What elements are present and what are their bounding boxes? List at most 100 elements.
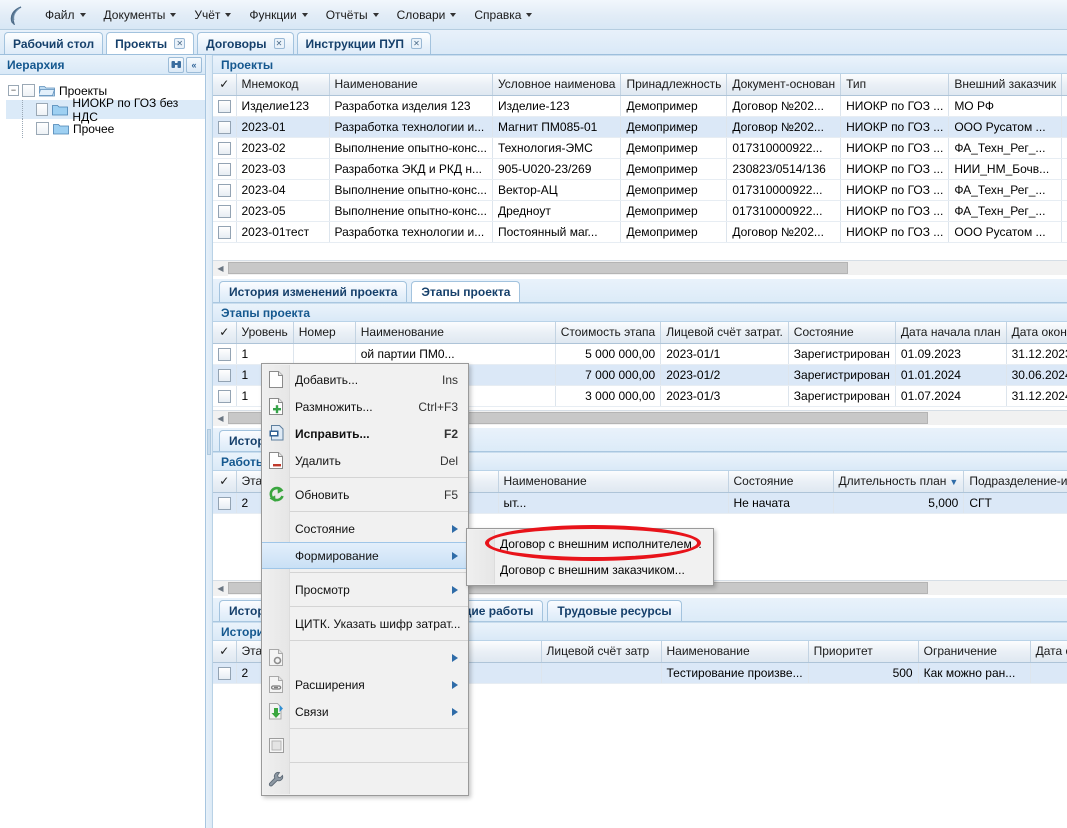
menu-item-citk-cost-code[interactable]: ЦИТК. Указать шифр затрат... [262, 610, 468, 637]
scroll-left-icon[interactable]: ◀ [213, 260, 228, 276]
stages-col-name[interactable]: Наименование [355, 322, 556, 344]
menu-functions[interactable]: Функции [240, 5, 316, 25]
tab-desktop[interactable]: Рабочий стол [4, 32, 104, 54]
close-icon[interactable]: ✕ [273, 38, 285, 49]
vertical-splitter[interactable] [206, 55, 213, 828]
menu-item-exchange[interactable]: Связи [262, 698, 468, 725]
row-checkbox[interactable] [217, 204, 231, 218]
works-header-checkbox[interactable]: ✓ [213, 471, 237, 493]
menu-item-toolbar[interactable] [262, 732, 468, 759]
works-col-division[interactable]: Подразделение-испо [963, 471, 1067, 493]
row-checkbox-cell[interactable] [213, 116, 237, 138]
tree-node-niokr-goz[interactable]: НИОКР по ГОЗ без НДС [6, 96, 205, 124]
projects-col-basedoc[interactable]: Документ-основан [726, 74, 842, 96]
projects-col-belonging[interactable]: Принадлежность [620, 74, 728, 96]
row-checkbox[interactable] [217, 162, 231, 176]
menu-item-formation[interactable]: Формирование [262, 542, 468, 569]
tab-contracts[interactable]: Договоры ✕ [197, 32, 294, 54]
submenu-item-contract-external-customer[interactable]: Договор с внешним заказчиком... [467, 557, 713, 583]
bottom-col-priority[interactable]: Приоритет [808, 641, 919, 663]
projects-col-customer[interactable]: Внешний заказчик [948, 74, 1063, 96]
projects-col-type[interactable]: Тип [840, 74, 950, 96]
row-checkbox[interactable] [217, 225, 231, 239]
projects-col-division[interactable]: Подразделение [1061, 74, 1067, 96]
tree-checkbox[interactable] [36, 122, 49, 135]
close-icon[interactable]: ✕ [174, 38, 186, 49]
menu-accounting[interactable]: Учёт [185, 5, 240, 25]
menu-item-view[interactable]: Просмотр [262, 576, 468, 603]
stages-col-number[interactable]: Номер [293, 322, 356, 344]
scroll-thumb[interactable] [228, 262, 848, 274]
stages-col-startplan[interactable]: Дата начала план [895, 322, 1007, 344]
row-checkbox-cell[interactable] [213, 343, 237, 365]
tree-checkbox[interactable] [35, 103, 49, 116]
row-checkbox[interactable] [217, 368, 231, 382]
menu-item-refresh[interactable]: Обновить F5 [262, 481, 468, 508]
tab-labor-resources[interactable]: Трудовые ресурсы [547, 600, 682, 621]
stages-col-state[interactable]: Состояние [788, 322, 896, 344]
scroll-left-icon[interactable]: ◀ [213, 410, 228, 426]
stages-col-account[interactable]: Лицевой счёт затрат. [660, 322, 789, 344]
row-checkbox-cell[interactable] [213, 95, 237, 117]
menu-dictionaries[interactable]: Словари [388, 5, 466, 25]
row-checkbox-cell[interactable] [213, 364, 237, 386]
submenu-item-contract-external-executor[interactable]: Договор с внешним исполнителем... [467, 531, 713, 557]
tab-project-stages[interactable]: Этапы проекта [411, 281, 521, 302]
table-row[interactable]: 2023-04 Выполнение опытно-конс... Вектор… [213, 179, 1067, 201]
binoculars-icon[interactable] [168, 56, 184, 73]
menu-item-settings[interactable] [262, 766, 468, 793]
context-menu[interactable]: Добавить... Ins Размножить... Ctrl+F3 [261, 363, 469, 796]
tree-checkbox[interactable] [22, 84, 35, 97]
tab-pup-instructions[interactable]: Инструкции ПУП ✕ [296, 32, 431, 54]
table-row[interactable]: 2023-05 Выполнение опытно-конс... Дредно… [213, 200, 1067, 222]
table-row[interactable]: Изделие123 Разработка изделия 123 Издели… [213, 95, 1067, 117]
row-checkbox[interactable] [217, 496, 231, 510]
projects-col-code[interactable]: Мнемокод [236, 74, 330, 96]
row-checkbox[interactable] [217, 99, 231, 113]
works-col-duration[interactable]: Длительность план ▼ [833, 471, 965, 493]
menu-item-duplicate[interactable]: Размножить... Ctrl+F3 [262, 393, 468, 420]
stages-col-cost[interactable]: Стоимость этапа [555, 322, 662, 344]
row-checkbox[interactable] [217, 183, 231, 197]
row-checkbox-cell[interactable] [213, 158, 237, 180]
row-checkbox-cell[interactable] [213, 385, 237, 407]
row-checkbox-cell[interactable] [213, 662, 237, 684]
bottom-col-account[interactable]: Лицевой счёт затр [541, 641, 662, 663]
expander-icon[interactable]: − [8, 85, 19, 96]
menu-item-edit[interactable]: Исправить... F2 [262, 420, 468, 447]
formation-submenu[interactable]: Договор с внешним исполнителем... Догово… [466, 528, 714, 586]
tab-work-history[interactable]: Истор [219, 430, 275, 451]
works-col-name[interactable]: Наименование [498, 471, 729, 493]
bottom-col-restriction-date[interactable]: Дата ограничени [1030, 641, 1067, 663]
stages-col-endplan[interactable]: Дата окончани [1006, 322, 1067, 344]
bottom-header-checkbox[interactable]: ✓ [213, 641, 237, 663]
menu-file[interactable]: Файл [36, 5, 95, 25]
row-checkbox-cell[interactable] [213, 200, 237, 222]
projects-col-name[interactable]: Наименование [329, 74, 493, 96]
table-row[interactable]: 2023-01 Разработка технологии и... Магни… [213, 116, 1067, 138]
stages-header-checkbox[interactable]: ✓ [213, 322, 237, 344]
bottom-col-restriction[interactable]: Ограничение [918, 641, 1031, 663]
row-checkbox[interactable] [217, 347, 231, 361]
row-checkbox-cell[interactable] [213, 137, 237, 159]
projects-header-checkbox[interactable]: ✓ [213, 74, 237, 96]
bottom-col-name[interactable]: Наименование [661, 641, 809, 663]
tab-bottom-history[interactable]: Истор [219, 600, 275, 621]
row-checkbox[interactable] [217, 120, 231, 134]
projects-hscrollbar[interactable]: ◀ [213, 260, 1067, 276]
tree-node-projects[interactable]: − Проекты [6, 81, 205, 100]
table-row[interactable]: 2023-02 Выполнение опытно-конс... Технол… [213, 137, 1067, 159]
projects-col-shortname[interactable]: Условное наименова [492, 74, 622, 96]
row-checkbox[interactable] [217, 389, 231, 403]
menu-item-delete[interactable]: Удалить Del [262, 447, 468, 474]
row-checkbox-cell[interactable] [213, 492, 237, 514]
tree-node-other[interactable]: Прочее [6, 119, 205, 138]
scroll-left-icon[interactable]: ◀ [213, 580, 228, 596]
row-checkbox-cell[interactable] [213, 179, 237, 201]
table-row[interactable]: 2023-01тест Разработка технологии и... П… [213, 221, 1067, 243]
tab-project-change-history[interactable]: История изменений проекта [219, 281, 408, 302]
stages-col-level[interactable]: Уровень [236, 322, 294, 344]
menu-documents[interactable]: Документы [95, 5, 186, 25]
row-checkbox[interactable] [217, 141, 231, 155]
table-row[interactable]: 1 ой партии ПМ0... 5 000 000,00 2023-01/… [213, 343, 1067, 365]
